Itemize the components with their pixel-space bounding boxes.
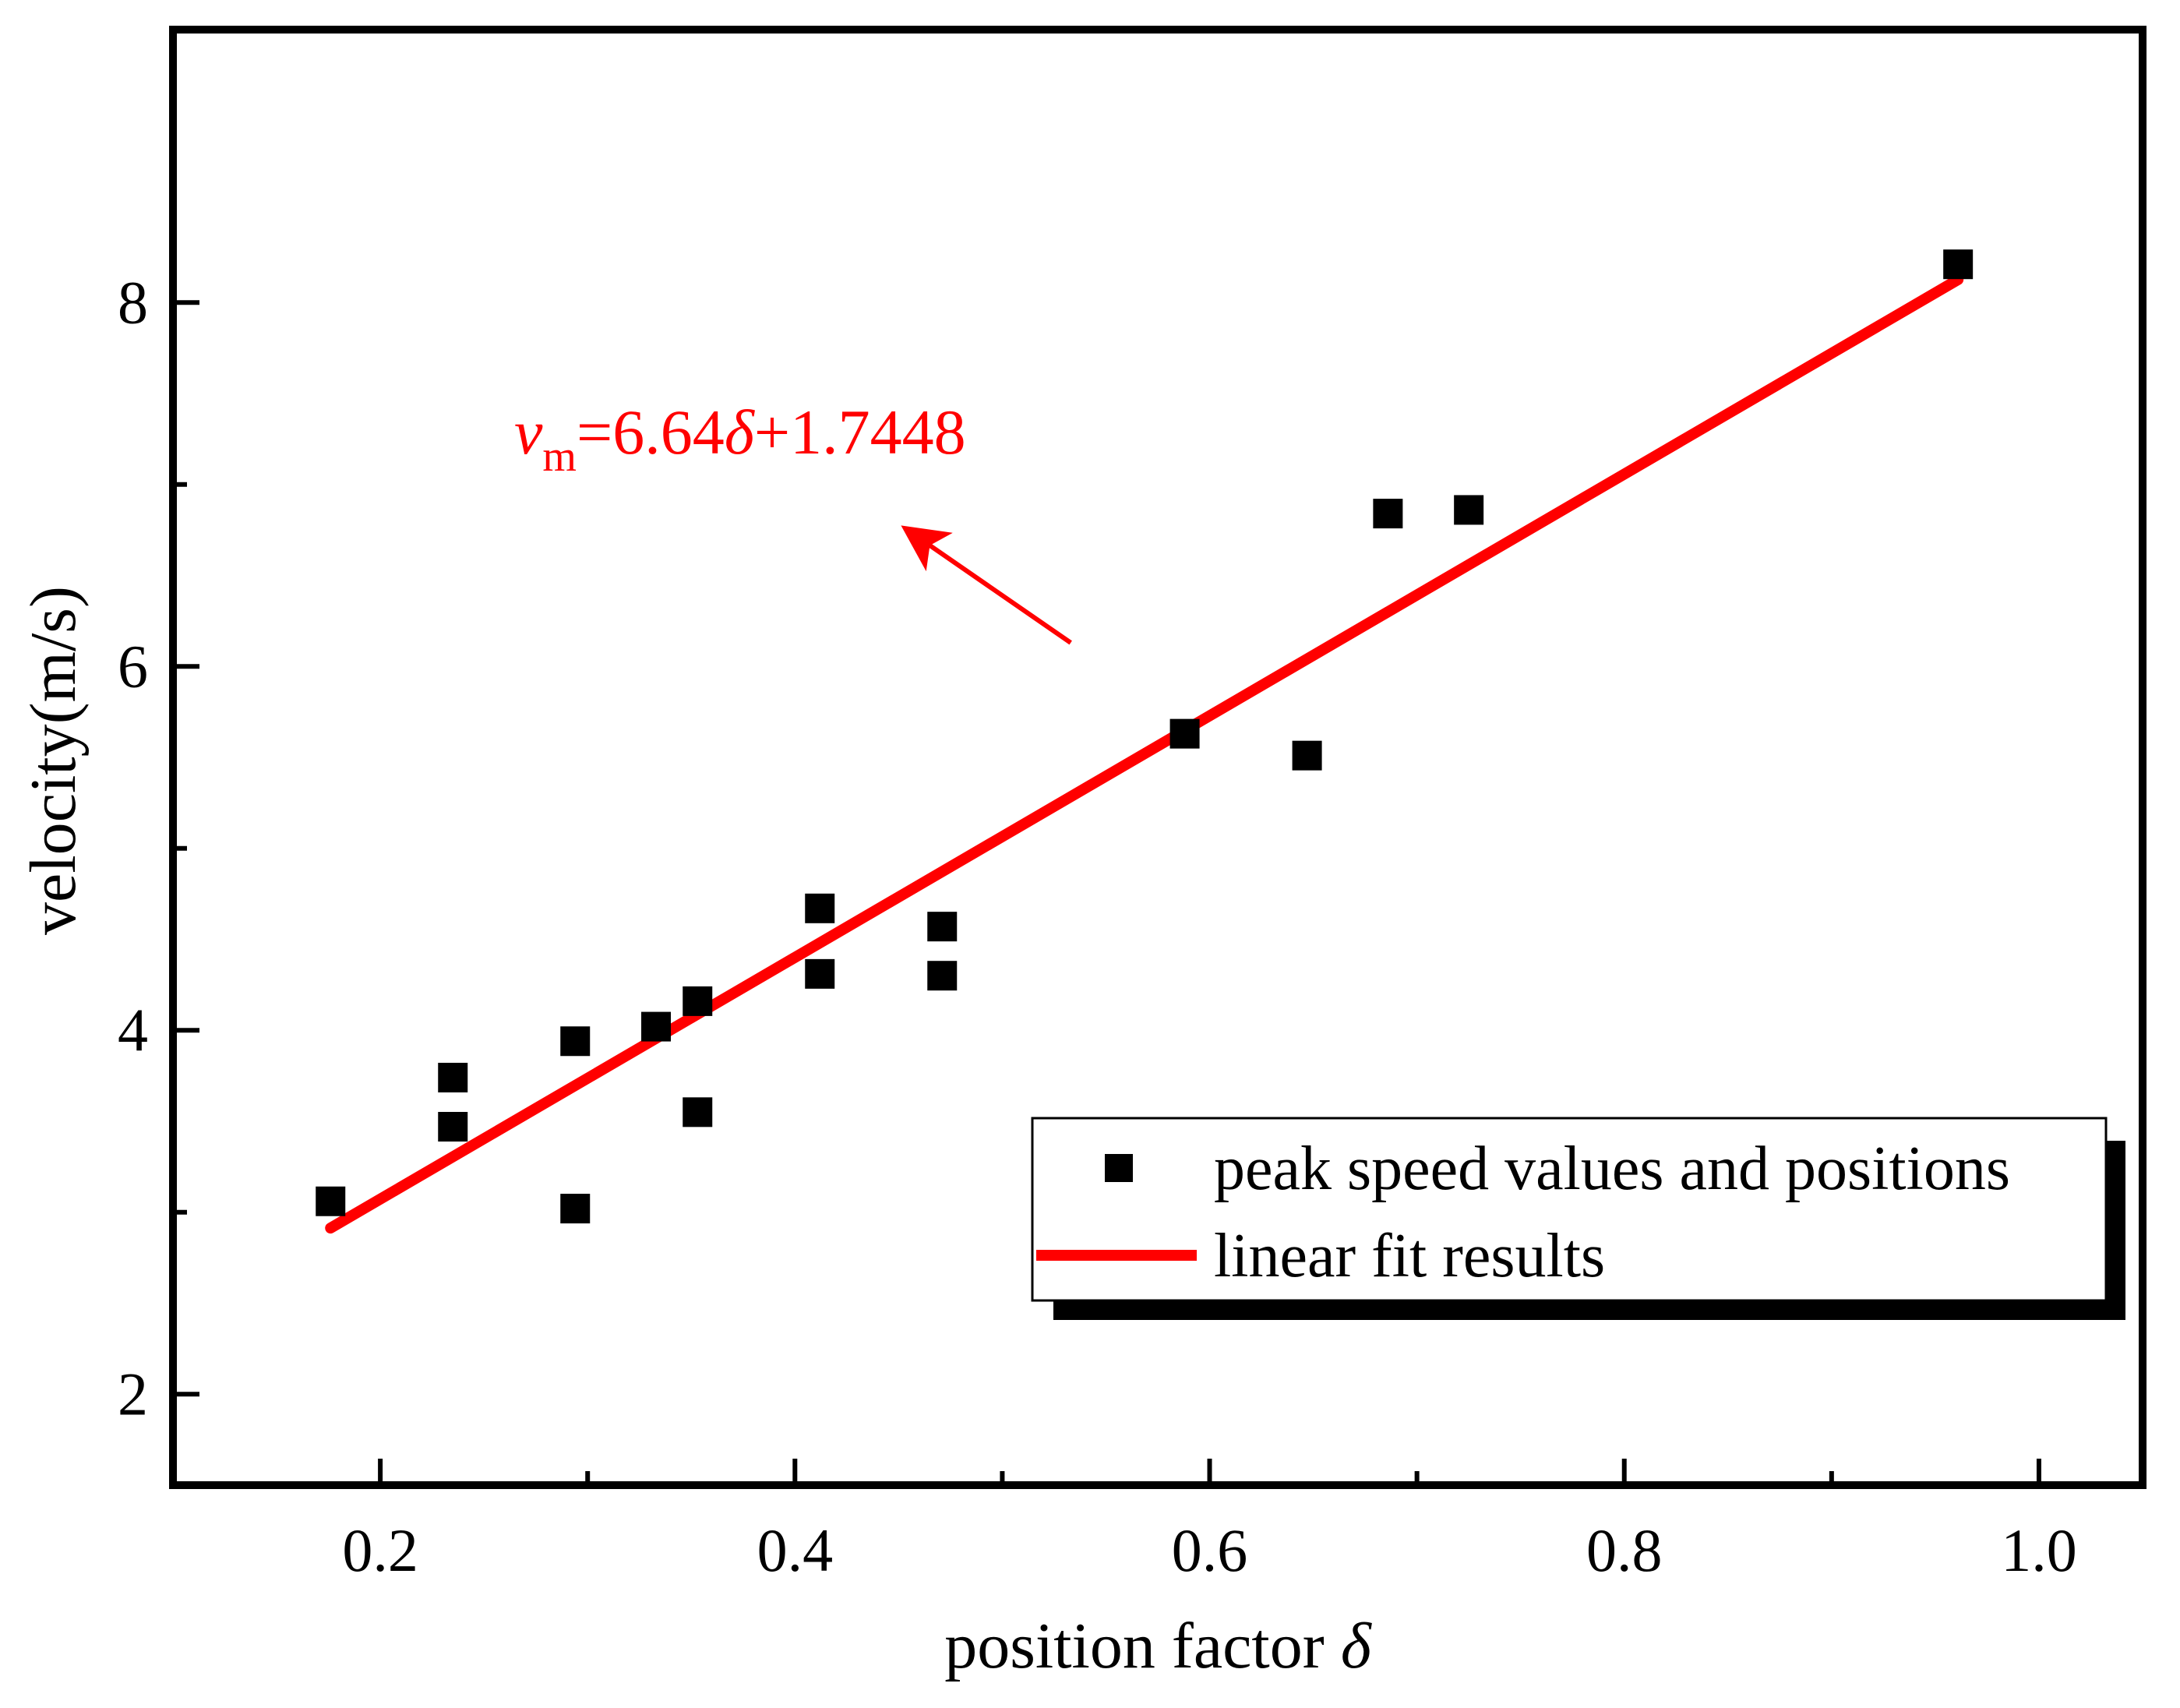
data-point: [1454, 495, 1484, 525]
data-point: [683, 1097, 713, 1127]
data-point: [438, 1062, 468, 1092]
x-axis-title-symbol: δ: [1341, 1610, 1373, 1682]
y-tick-label: 8: [118, 268, 148, 336]
legend-label-fit: linear fit results: [1214, 1222, 1605, 1290]
data-point: [641, 1011, 672, 1042]
data-point: [1292, 740, 1322, 771]
equation-rest: +1.7448: [754, 397, 966, 468]
x-tick-label: 1.0: [2001, 1516, 2077, 1584]
data-point: [438, 1112, 468, 1142]
data-point: [1169, 718, 1200, 749]
equation-arrow: [901, 525, 1072, 645]
data-point: [927, 912, 958, 942]
data-point: [805, 958, 835, 989]
y-axis-title: velocity(m/s): [17, 586, 90, 935]
linear-fit-line: [325, 273, 1964, 1234]
data-point: [927, 961, 958, 991]
data-point: [805, 893, 835, 923]
plot-frame: [169, 26, 2146, 1489]
data-point: [316, 1186, 346, 1216]
data-points-layer: [316, 249, 1974, 1224]
svg-text:vm=6.64δ+1.7448: vm=6.64δ+1.7448: [514, 397, 966, 481]
data-point: [1943, 249, 1974, 280]
y-axis-ticks: 2 4 6 8: [118, 268, 199, 1427]
x-tick-label: 0.6: [1172, 1516, 1248, 1584]
x-axis-title: position factor δ: [944, 1610, 1373, 1682]
legend: peak speed values and positions linear f…: [1031, 1117, 2125, 1320]
legend-box: [1031, 1117, 2108, 1302]
y-tick-label: 6: [118, 632, 148, 700]
fit-line-layer: [325, 273, 1964, 1234]
data-point: [683, 986, 713, 1016]
x-tick-label: 0.2: [342, 1516, 418, 1584]
x-axis-title-text: position factor: [944, 1610, 1325, 1682]
data-point: [1373, 499, 1403, 529]
legend-marker-square: [1105, 1154, 1133, 1182]
equation-annotation: vm=6.64δ+1.7448: [514, 397, 1072, 645]
x-axis-ticks: 0.2 0.4 0.6 0.8 1.0: [342, 1459, 2077, 1584]
data-point: [560, 1026, 591, 1057]
equation-equals: =6.64: [577, 397, 725, 468]
x-tick-label: 0.4: [757, 1516, 834, 1584]
y-tick-label: 4: [118, 996, 148, 1064]
equation-subscript: m: [542, 432, 577, 481]
equation-symbol: δ: [725, 397, 756, 468]
x-tick-label: 0.8: [1586, 1516, 1663, 1584]
y-tick-label: 2: [118, 1360, 148, 1427]
equation-var: v: [514, 397, 543, 468]
data-point: [560, 1194, 591, 1224]
legend-label-points: peak speed values and positions: [1214, 1135, 2010, 1203]
